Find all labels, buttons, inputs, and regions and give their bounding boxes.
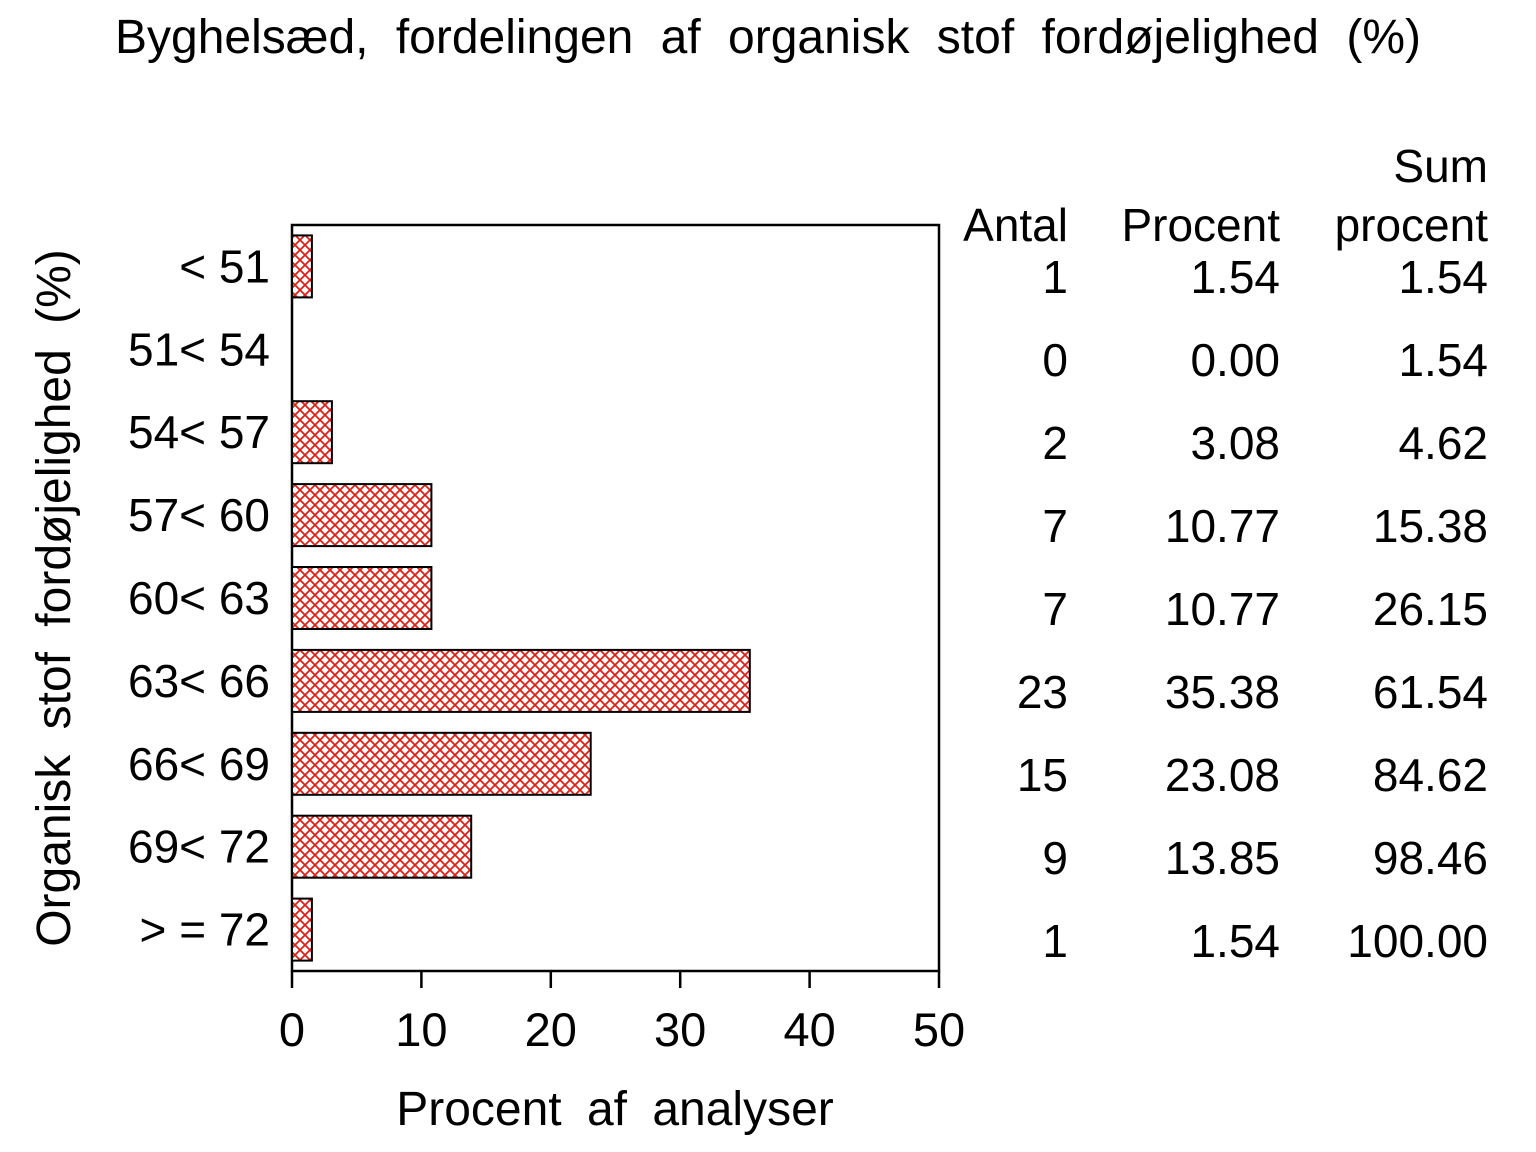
table-cell-procent: 0.00 <box>1190 334 1280 386</box>
table-cell-antal: 9 <box>1042 832 1068 884</box>
table-header-procent: Procent <box>1121 199 1280 251</box>
table-cell-sum-procent: 4.62 <box>1398 417 1488 469</box>
bar-54<57 <box>291 400 333 465</box>
category-label: 63< 66 <box>128 655 270 707</box>
table-cell-procent: 1.54 <box>1190 915 1280 967</box>
table-cell-antal: 0 <box>1042 334 1068 386</box>
table-cell-antal: 1 <box>1042 915 1068 967</box>
y-axis-title: Organisk stof fordøjelighed (%) <box>28 249 81 947</box>
table-header-antal: Antal <box>963 199 1068 251</box>
category-label: < 51 <box>179 240 270 292</box>
table-cell-sum-procent: 84.62 <box>1372 749 1488 801</box>
table-cell-sum-procent: 1.54 <box>1398 334 1488 386</box>
table-cell-procent: 10.77 <box>1164 583 1280 635</box>
bar-57<60 <box>291 483 433 548</box>
table-header-sum-line1: Sum <box>1393 140 1488 192</box>
category-label: 60< 63 <box>128 572 270 624</box>
table-cell-procent: 1.54 <box>1190 251 1280 303</box>
table-cell-antal: 23 <box>1016 666 1068 718</box>
x-tick-label: 10 <box>395 1003 447 1056</box>
table-cell-antal: 15 <box>1016 749 1068 801</box>
table-cell-sum-procent: 26.15 <box>1372 583 1488 635</box>
chart-title: Byghelsæd, fordelingen af organisk stof … <box>115 11 1421 64</box>
table-cell-sum-procent: 100.00 <box>1347 915 1488 967</box>
x-tick-label: 30 <box>654 1003 706 1056</box>
category-labels-group: < 51 51< 54 54< 57 57< 60 60< 63 63< 66 66< 69… <box>128 240 270 955</box>
table-cell-procent: 13.85 <box>1164 832 1280 884</box>
category-label: 66< 69 <box>128 738 270 790</box>
bar-66<69 <box>291 731 592 796</box>
table-cell-procent: 3.08 <box>1190 417 1280 469</box>
bar-60<63 <box>291 566 433 630</box>
bar-63<66 <box>291 648 751 713</box>
table-cell-sum-procent: 98.46 <box>1372 832 1488 884</box>
category-label: > = 72 <box>140 904 270 956</box>
category-label: 54< 57 <box>128 406 270 458</box>
table-header-sum-line2: procent <box>1334 199 1488 251</box>
table-cell-sum-procent: 15.38 <box>1372 500 1488 552</box>
table-cell-procent: 35.38 <box>1164 666 1280 718</box>
table-cell-sum-procent: 61.54 <box>1372 666 1488 718</box>
table-cell-procent: 10.77 <box>1164 500 1280 552</box>
category-label: 51< 54 <box>128 323 270 375</box>
x-tick-label: 20 <box>525 1003 577 1056</box>
bar-<51 <box>291 234 313 299</box>
x-tick-label: 50 <box>913 1003 965 1056</box>
bars-group <box>291 234 751 962</box>
x-tick-label: 0 <box>279 1003 305 1056</box>
x-axis-title: Procent af analyser <box>396 1083 834 1136</box>
category-label: 57< 60 <box>128 489 270 541</box>
x-tick-label: 40 <box>783 1003 835 1056</box>
table-cell-antal: 1 <box>1042 251 1068 303</box>
category-label: 69< 72 <box>128 821 270 873</box>
table-cell-antal: 7 <box>1042 500 1068 552</box>
bar->=72 <box>291 897 313 962</box>
x-axis-group: 0 10 20 30 40 50 <box>279 971 965 1056</box>
table-cell-antal: 7 <box>1042 583 1068 635</box>
table-cell-procent: 23.08 <box>1164 749 1280 801</box>
table-cell-antal: 2 <box>1042 417 1068 469</box>
bar-69<72 <box>291 814 473 879</box>
table-cell-sum-procent: 1.54 <box>1398 251 1488 303</box>
